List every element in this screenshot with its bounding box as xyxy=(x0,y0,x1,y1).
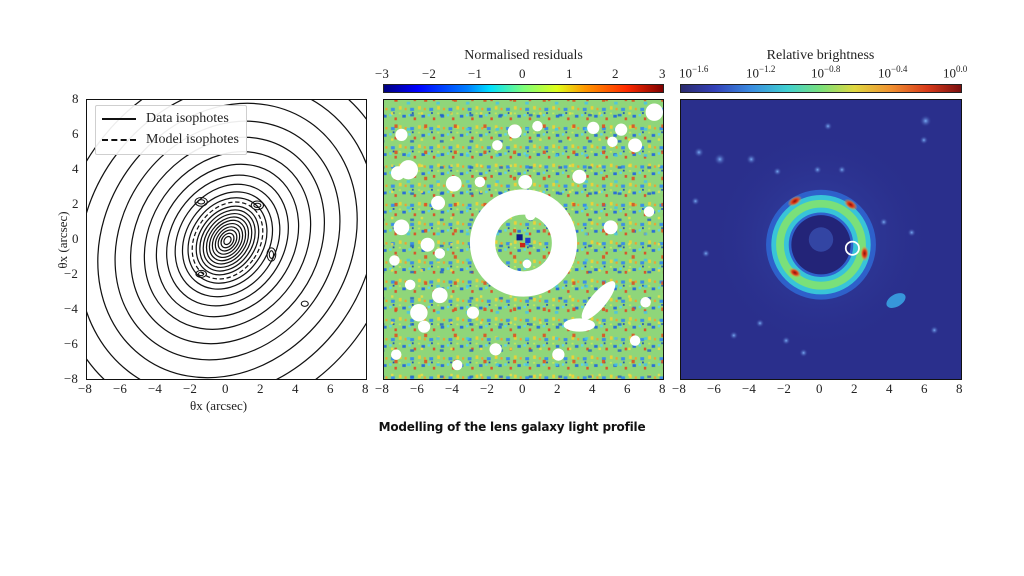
y-tick: 0 xyxy=(72,231,79,246)
brightness-image xyxy=(691,114,939,358)
colorbar-tick: −2 xyxy=(422,66,436,81)
x-tick: 0 xyxy=(519,381,526,396)
colorbar-tick: 10−1.6 xyxy=(679,64,708,81)
residuals-colorbar xyxy=(383,84,664,93)
x-tick: 2 xyxy=(554,381,561,396)
x-tick: 6 xyxy=(624,381,631,396)
isophote-plot-area: Data isophotes Model isophotes xyxy=(86,99,367,380)
brightness-map xyxy=(680,99,962,380)
x-tick: −4 xyxy=(148,381,162,396)
lensed-image-knots xyxy=(194,196,309,307)
y-tick: 4 xyxy=(72,161,79,176)
x-axis-label-text: θx (arcsec) xyxy=(190,398,248,413)
colorbar-tick: 3 xyxy=(659,66,666,81)
colorbar-tick: 0 xyxy=(519,66,526,81)
y-tick: 8 xyxy=(72,91,79,106)
x-tick: −4 xyxy=(742,381,756,396)
solid-line-icon xyxy=(102,118,136,120)
x-tick: −6 xyxy=(410,381,424,396)
tick-base: 10 xyxy=(943,65,956,81)
x-tick: −2 xyxy=(183,381,197,396)
colorbar-tick: 100.0 xyxy=(943,64,967,81)
x-tick: −8 xyxy=(78,381,92,396)
colorbar-tick: 10−1.2 xyxy=(746,64,775,81)
x-tick: −2 xyxy=(480,381,494,396)
tick-exponent: −1.6 xyxy=(692,64,709,74)
colorbar-tick: 1 xyxy=(566,66,573,81)
y-tick: −2 xyxy=(64,266,78,281)
tick-exponent: −0.8 xyxy=(824,64,841,74)
x-tick: −8 xyxy=(375,381,389,396)
colorbar-tick: 2 xyxy=(612,66,619,81)
colorbar-tick: 10−0.8 xyxy=(811,64,840,81)
tick-base: 10 xyxy=(679,65,692,81)
y-tick: 6 xyxy=(72,126,79,141)
isophote-legend: Data isophotes Model isophotes xyxy=(95,105,247,155)
y-tick: −6 xyxy=(64,336,78,351)
x-tick: −6 xyxy=(707,381,721,396)
tick-exponent: 0.0 xyxy=(956,64,968,74)
colorbar-tick: −1 xyxy=(468,66,482,81)
y-axis-label-text: θx (arcsec) xyxy=(55,211,70,269)
x-tick: −2 xyxy=(777,381,791,396)
tick-base: 10 xyxy=(746,65,759,81)
legend-item-model: Model isophotes xyxy=(102,130,239,150)
x-tick: 0 xyxy=(222,381,229,396)
tick-exponent: −0.4 xyxy=(891,64,908,74)
source-marker-circle xyxy=(844,240,860,256)
x-tick: 6 xyxy=(921,381,928,396)
y-tick: −4 xyxy=(64,301,78,316)
tick-exponent: −1.2 xyxy=(759,64,776,74)
brightness-colorbar xyxy=(680,84,962,93)
x-tick: 0 xyxy=(816,381,823,396)
x-tick: 6 xyxy=(327,381,334,396)
tick-base: 10 xyxy=(811,65,824,81)
legend-label-data: Data isophotes xyxy=(146,111,229,126)
x-tick: −6 xyxy=(113,381,127,396)
x-tick: 8 xyxy=(956,381,963,396)
x-tick: 2 xyxy=(257,381,264,396)
colorbar-tick: 10−0.4 xyxy=(878,64,907,81)
isophote-y-axis-title: θx (arcsec) xyxy=(55,195,71,285)
x-tick: 8 xyxy=(659,381,666,396)
x-tick: 2 xyxy=(851,381,858,396)
y-tick: −8 xyxy=(64,371,78,386)
x-tick: −8 xyxy=(672,381,686,396)
x-tick: 4 xyxy=(886,381,893,396)
x-tick: −4 xyxy=(445,381,459,396)
dashed-line-icon xyxy=(102,139,136,141)
isophote-x-axis-title: θx (arcsec) xyxy=(190,398,247,414)
tick-base: 10 xyxy=(878,65,891,81)
residuals-colorbar-title: Normalised residuals xyxy=(464,48,583,63)
x-tick: 4 xyxy=(589,381,596,396)
colorbar-tick: −3 xyxy=(375,66,389,81)
residuals-noise xyxy=(384,100,663,379)
x-tick: 4 xyxy=(292,381,299,396)
figure-caption: Modelling of the lens galaxy light profi… xyxy=(378,420,646,434)
legend-label-model: Model isophotes xyxy=(146,132,239,147)
brightness-colorbar-title: Relative brightness xyxy=(766,48,875,63)
legend-item-data: Data isophotes xyxy=(102,109,229,129)
x-tick: 8 xyxy=(362,381,369,396)
y-tick: 2 xyxy=(72,196,79,211)
residuals-map xyxy=(383,99,664,380)
